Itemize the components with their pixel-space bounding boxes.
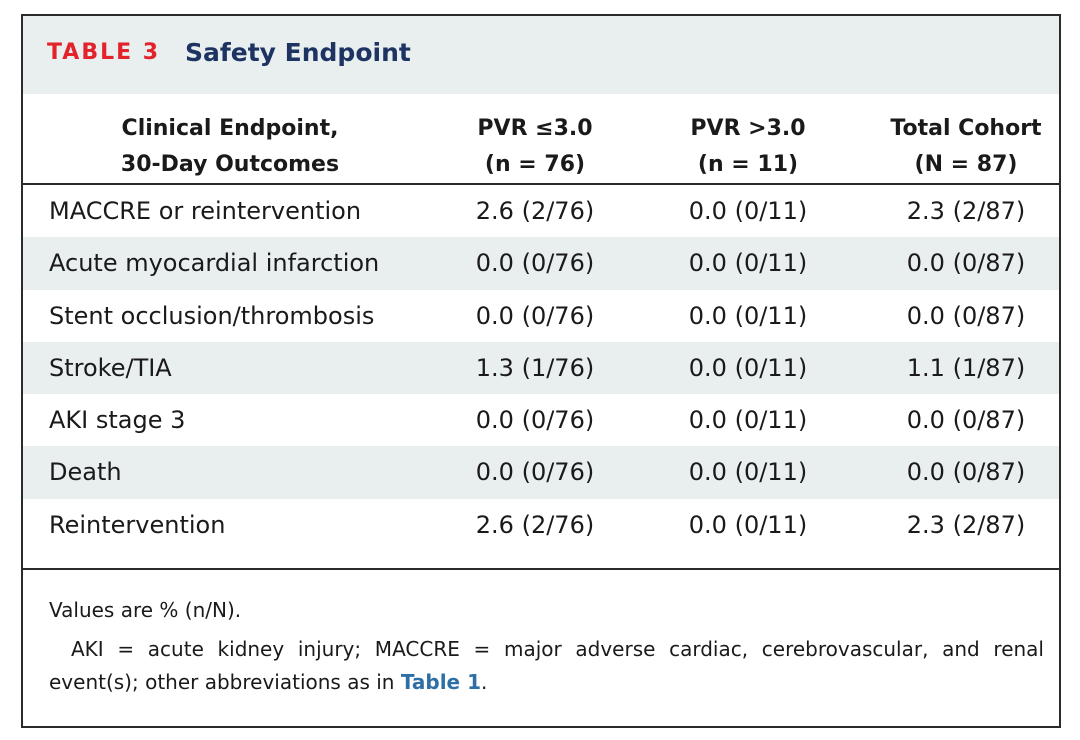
table-frame: TABLE 3 Safety Endpoint Clinical Endpoin… bbox=[21, 14, 1061, 728]
row-pvr-high: 0.0 (0/11) bbox=[688, 197, 808, 225]
table-1-link[interactable]: Table 1 bbox=[400, 670, 482, 694]
row-endpoint: MACCRE or reintervention bbox=[49, 197, 362, 225]
row-pvr-low: 0.0 (0/76) bbox=[475, 406, 595, 435]
row-pvr-low: 1.3 (1/76) bbox=[475, 353, 595, 382]
table-row: Reintervention 2.6 (2/76) 0.0 (0/11) 2.3… bbox=[23, 499, 1059, 551]
row-total: 0.0 (0/87) bbox=[906, 249, 1026, 278]
row-endpoint: Acute myocardial infarction bbox=[49, 249, 380, 278]
values-footnote: Values are % (n/N). bbox=[49, 598, 242, 622]
row-endpoint: Stroke/TIA bbox=[49, 353, 172, 382]
row-pvr-low: 0.0 (0/76) bbox=[475, 458, 595, 487]
row-pvr-high: 0.0 (0/11) bbox=[688, 458, 808, 487]
row-total: 0.0 (0/87) bbox=[906, 406, 1026, 435]
row-pvr-high: 0.0 (0/11) bbox=[688, 301, 808, 330]
header-pvr-high: PVR >3.0 (n = 11) bbox=[690, 116, 806, 177]
row-total: 1.1 (1/87) bbox=[906, 353, 1026, 382]
row-total: 0.0 (0/87) bbox=[906, 301, 1026, 330]
row-pvr-high: 0.0 (0/11) bbox=[688, 406, 808, 435]
table-row: Acute myocardial infarction 0.0 (0/76) 0… bbox=[23, 237, 1059, 290]
table-row: Stroke/TIA 1.3 (1/76) 0.0 (0/11) 1.1 (1/… bbox=[23, 341, 1059, 395]
table-title-bar: TABLE 3 Safety Endpoint bbox=[23, 16, 1059, 94]
header-pvr-low: PVR ≤3.0 (n = 76) bbox=[477, 116, 593, 177]
row-pvr-high: 0.0 (0/11) bbox=[688, 249, 808, 278]
body-divider bbox=[23, 568, 1059, 570]
table-row: AKI stage 3 0.0 (0/76) 0.0 (0/11) 0.0 (0… bbox=[23, 394, 1059, 446]
row-pvr-low: 2.6 (2/76) bbox=[475, 510, 595, 539]
row-pvr-high: 0.0 (0/11) bbox=[688, 353, 808, 382]
abbreviations-footnote: AKI = acute kidney injury; MACCRE = majo… bbox=[49, 633, 1044, 699]
row-pvr-low: 2.6 (2/76) bbox=[475, 197, 595, 225]
table-title: Safety Endpoint bbox=[185, 38, 411, 67]
abbreviations-text: AKI = acute kidney injury; MACCRE = majo… bbox=[49, 637, 1044, 694]
table-number-label: TABLE 3 bbox=[47, 40, 161, 65]
table-row: MACCRE or reintervention 2.6 (2/76) 0.0 … bbox=[23, 185, 1059, 237]
table-header-row: Clinical Endpoint, 30-Day Outcomes PVR ≤… bbox=[23, 94, 1059, 186]
row-endpoint: AKI stage 3 bbox=[49, 406, 186, 435]
row-endpoint: Stent occlusion/thrombosis bbox=[49, 301, 375, 330]
row-total: 0.0 (0/87) bbox=[906, 458, 1026, 487]
row-endpoint: Reintervention bbox=[49, 510, 226, 539]
row-pvr-high: 0.0 (0/11) bbox=[688, 510, 808, 539]
row-endpoint: Death bbox=[49, 458, 122, 487]
row-total: 2.3 (2/87) bbox=[906, 510, 1026, 539]
row-pvr-low: 0.0 (0/76) bbox=[475, 301, 595, 330]
header-divider bbox=[23, 183, 1059, 185]
table-body: MACCRE or reintervention 2.6 (2/76) 0.0 … bbox=[23, 185, 1059, 551]
header-clinical-endpoint: Clinical Endpoint, 30-Day Outcomes bbox=[120, 116, 340, 177]
row-pvr-low: 0.0 (0/76) bbox=[475, 249, 595, 278]
table-footnotes: Values are % (n/N). AKI = acute kidney i… bbox=[49, 594, 1044, 699]
header-total-cohort: Total Cohort (N = 87) bbox=[890, 116, 1042, 177]
table-row: Stent occlusion/thrombosis 0.0 (0/76) 0.… bbox=[23, 290, 1059, 342]
table-row: Death 0.0 (0/76) 0.0 (0/11) 0.0 (0/87) bbox=[23, 446, 1059, 499]
row-total: 2.3 (2/87) bbox=[906, 197, 1026, 225]
abbreviations-end: . bbox=[481, 670, 488, 694]
